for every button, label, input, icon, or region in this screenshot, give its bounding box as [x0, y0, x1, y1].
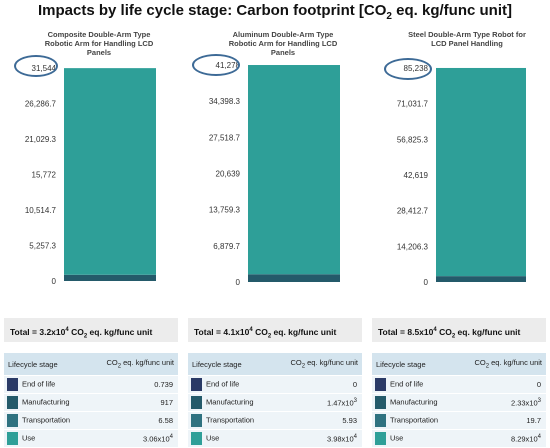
legend-swatch	[191, 414, 202, 427]
y-tick-label: 20,639	[216, 170, 241, 179]
bar-segment-manufacturing	[248, 274, 340, 282]
legend-swatch	[375, 432, 386, 445]
bar-chart-aluminum: 41,27834,398.327,518.720,63913,759.36,87…	[209, 61, 340, 287]
y-tick-label: 28,412.7	[397, 207, 429, 216]
y-tick-label: 13,759.3	[209, 206, 241, 215]
stage-name: End of life	[372, 375, 456, 394]
stage-name: Use	[372, 429, 456, 448]
chart-title: Aluminum Double-Arm Type Robotic Arm for…	[228, 30, 338, 57]
max-value-highlight	[192, 54, 240, 76]
column-header-stage: Lifecycle stage	[4, 353, 88, 376]
y-tick-label: 21,029.3	[25, 135, 57, 144]
max-value-highlight	[14, 55, 58, 77]
total-label: Total = 4.1x104 CO2 eq. kg/func unit	[188, 318, 362, 342]
y-tick-label: 42,619	[404, 171, 429, 180]
bar-segment-use	[436, 67, 526, 277]
table-row: Use 3.06x104	[4, 429, 178, 448]
column-header-stage: Lifecycle stage	[188, 353, 272, 376]
table-row: Manufacturing 1.47x103	[188, 393, 362, 412]
table-row: End of life 0.739	[4, 375, 178, 394]
stage-value: 19.7	[455, 411, 546, 430]
stage-name: Use	[188, 429, 272, 448]
stage-name: Manufacturing	[188, 393, 272, 412]
stage-value: 1.47x103	[271, 393, 362, 412]
stage-name: End of life	[188, 375, 272, 394]
y-tick-label: 27,518.7	[209, 133, 241, 142]
y-tick-label: 0	[424, 278, 429, 287]
legend-swatch	[375, 396, 386, 409]
table-row: Transportation 5.93	[188, 411, 362, 430]
table-row: Manufacturing 917	[4, 393, 178, 412]
y-tick-label: 14,206.3	[397, 242, 429, 251]
stage-table: Lifecycle stage CO2 eq. kg/func unit End o…	[4, 353, 178, 448]
stage-name: Transportation	[188, 411, 272, 430]
stage-name: Transportation	[372, 411, 456, 430]
chart-title: Steel Double-Arm Type Robot for LCD Pane…	[408, 30, 526, 48]
y-tick-label: 15,772	[32, 171, 57, 180]
y-tick-label: 10,514.7	[25, 206, 57, 215]
stage-table: Lifecycle stage CO2 eq. kg/func unit End o…	[372, 353, 546, 448]
legend-swatch	[7, 378, 18, 391]
table-row: Manufacturing 2.33x103	[372, 393, 546, 412]
table-row: Use 8.29x104	[372, 429, 546, 448]
stage-name: End of life	[4, 375, 88, 394]
stage-value: 5.93	[271, 411, 362, 430]
legend-swatch	[191, 396, 202, 409]
panel-aluminum: Aluminum Double-Arm Type Robotic Arm for…	[186, 28, 364, 448]
column-header-value: CO2 eq. kg/func unit	[271, 353, 362, 376]
column-header-stage: Lifecycle stage	[372, 353, 456, 376]
stage-value: 3.06x104	[87, 429, 178, 448]
stage-name: Manufacturing	[4, 393, 88, 412]
total-label: Total = 8.5x104 CO2 eq. kg/func unit	[372, 318, 546, 342]
legend-swatch	[375, 378, 386, 391]
legend-swatch	[7, 432, 18, 445]
y-tick-label: 26,286.7	[25, 100, 57, 109]
bar-chart-steel: 85,23871,031.756,825.342,61928,412.714,2…	[397, 64, 526, 287]
legend-swatch	[7, 414, 18, 427]
y-tick-label: 34,398.3	[209, 97, 241, 106]
main-title: Impacts by life cycle stage: Carbon foot…	[38, 2, 512, 22]
stage-table: Lifecycle stage CO2 eq. kg/func unit End o…	[188, 353, 362, 448]
y-tick-label: 5,257.3	[29, 242, 56, 251]
y-tick-label: 71,031.7	[397, 100, 429, 109]
y-tick-label: 56,825.3	[397, 135, 429, 144]
panel-composite: Composite Double-Arm Type Robotic Arm fo…	[2, 28, 180, 448]
bar-segment-manufacturing	[64, 274, 156, 281]
chart-title: Composite Double-Arm Type Robotic Arm fo…	[44, 30, 154, 57]
stage-value: 6.58	[87, 411, 178, 430]
column-header-value: CO2 eq. kg/func unit	[455, 353, 546, 376]
column-header-value: CO2 eq. kg/func unit	[87, 353, 178, 376]
bar-segment-manufacturing	[436, 276, 526, 282]
stage-value: 0	[455, 375, 546, 394]
y-tick-label: 0	[52, 277, 57, 286]
max-value-highlight	[384, 58, 432, 80]
table-row: End of life 0	[372, 375, 546, 394]
stage-name: Use	[4, 429, 88, 448]
stage-name: Manufacturing	[372, 393, 456, 412]
bar-segment-use	[248, 65, 340, 275]
table-row: Use 3.98x104	[188, 429, 362, 448]
stage-value: 917	[87, 393, 178, 412]
legend-swatch	[191, 378, 202, 391]
stage-value: 2.33x103	[455, 393, 546, 412]
bar-chart-composite: 31,54426,286.721,029.315,77210,514.75,25…	[25, 64, 156, 286]
table-row: Transportation 6.58	[4, 411, 178, 430]
stage-value: 3.98x104	[271, 429, 362, 448]
total-label: Total = 3.2x104 CO2 eq. kg/func unit	[4, 318, 178, 342]
y-tick-label: 6,879.7	[213, 242, 240, 251]
stage-value: 0	[271, 375, 362, 394]
legend-swatch	[191, 432, 202, 445]
panel-steel: Steel Double-Arm Type Robot for LCD Pane…	[370, 28, 548, 448]
table-row: End of life 0	[188, 375, 362, 394]
stage-value: 8.29x104	[455, 429, 546, 448]
y-tick-label: 0	[236, 278, 241, 287]
legend-swatch	[7, 396, 18, 409]
stage-name: Transportation	[4, 411, 88, 430]
legend-swatch	[375, 414, 386, 427]
stage-value: 0.739	[87, 375, 178, 394]
table-row: Transportation 19.7	[372, 411, 546, 430]
bar-segment-use	[64, 68, 156, 275]
